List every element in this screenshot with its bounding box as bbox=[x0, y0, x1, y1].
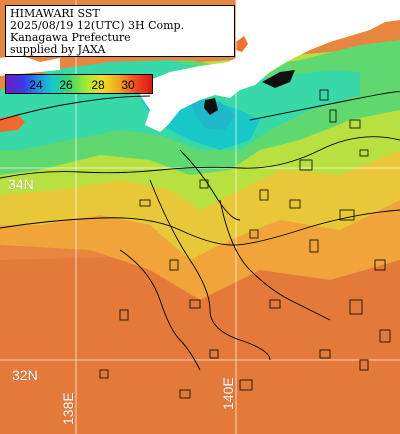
colorbar-label-24: 24 bbox=[29, 78, 43, 92]
lon-label-138e: 138E bbox=[60, 392, 76, 425]
colorbar-label-26: 26 bbox=[59, 78, 73, 92]
colorbar-label-28: 28 bbox=[91, 78, 105, 92]
sst-colorbar: 24 26 28 30 bbox=[5, 74, 153, 94]
lon-label-140e: 140E bbox=[220, 377, 236, 410]
colorbar-label-30: 30 bbox=[121, 78, 135, 92]
title-line-3: Kanagawa Prefecture bbox=[10, 31, 131, 44]
cloud-mask-patches bbox=[99, 89, 391, 399]
title-box: HIMAWARI SST 2025/08/19 12(UTC) 3H Comp.… bbox=[5, 5, 235, 57]
title-line-4: supplied by JAXA bbox=[10, 43, 106, 56]
lat-label-32n: 32N bbox=[12, 367, 38, 383]
title-line-2: 2025/08/19 12(UTC) 3H Comp. bbox=[10, 19, 185, 32]
isotherm-contours bbox=[0, 91, 400, 371]
lat-label-34n: 34N bbox=[8, 176, 34, 192]
title-line-1: HIMAWARI SST bbox=[10, 7, 100, 20]
